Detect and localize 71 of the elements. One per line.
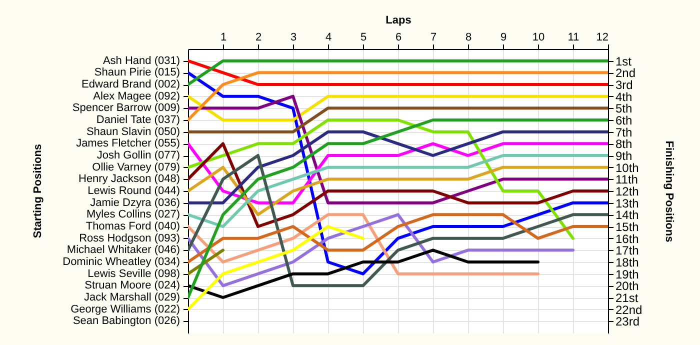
y-tick-label: 22nd [616, 302, 642, 317]
line-series [188, 213, 574, 288]
y-tick-label: 14th [616, 208, 639, 222]
x-tick-label: 7 [430, 32, 437, 44]
line-series [188, 130, 608, 204]
line-series [188, 94, 608, 204]
text: Myles Collins (027) [86, 208, 180, 221]
y-tick-label: 17th [616, 244, 639, 258]
text: Lewis Round (044) [88, 185, 180, 197]
x-tick-label: 8 [465, 32, 472, 44]
text: Ross Hodgson (093) [79, 232, 180, 244]
text: Edward Brand (002) [82, 78, 180, 90]
line-series [188, 166, 608, 216]
line-series [188, 154, 608, 288]
text: Ash Hand (031) [102, 54, 180, 67]
text: George Williams (022) [70, 303, 180, 316]
x-tick-label: 9 [500, 32, 507, 44]
text: Lewis Seville (098) [88, 268, 180, 280]
y-tick-label: 12th [616, 184, 639, 198]
text: Struan Moore (024) [84, 280, 180, 292]
text: Shaun Slavin (050) [86, 126, 180, 138]
y-tick-label: 15th [616, 220, 639, 234]
y-tick-label: 6th [616, 114, 632, 128]
y-tick-label: 2nd [616, 66, 636, 80]
y-axis-title: Finishing Positions [663, 140, 676, 242]
y-tick-label: 13th [616, 196, 639, 210]
text: Sean Babington (026) [72, 315, 180, 328]
text: Thomas Ford (040) [86, 220, 180, 232]
x-tick-label: 3 [290, 32, 297, 44]
text: Henry Jackson (048) [78, 173, 180, 186]
x-tick-label: 10 [532, 32, 545, 44]
y-tick-label: 10th [616, 160, 639, 175]
x-tick-label: 6 [395, 32, 402, 44]
text: Jack Marshall (029) [84, 292, 180, 304]
y-tick-label: 1st [616, 54, 632, 68]
line-series [188, 213, 540, 276]
text: Daniel Tate (037) [96, 114, 180, 126]
y-tick-label: 8th [616, 137, 632, 152]
x-tick-label: 11 [568, 32, 580, 44]
y-tick-label: 16th [616, 232, 639, 246]
x-tick-label: 1 [220, 32, 227, 44]
text: Ollie Varney (079) [92, 161, 180, 174]
y-tick-label: 9th [616, 149, 632, 163]
y-tick-label: 23rd [616, 314, 640, 329]
text: Starting Positions [32, 144, 44, 238]
line-series [188, 118, 608, 299]
text: Jamie Dzyra (036) [90, 196, 180, 209]
line-series [188, 118, 574, 240]
text: Dominic Wheatley (034) [62, 256, 180, 268]
text: Shaun Pirie (015) [94, 66, 180, 79]
x-tick-label: 2 [255, 32, 262, 44]
x-tick-label: 12 [596, 32, 608, 44]
text: Alex Magee (092) [93, 90, 180, 102]
y-tick-label: 7th [616, 125, 632, 140]
line-series [188, 225, 364, 311]
y-tick-label: 19th [616, 267, 639, 282]
y-tick-label: 18th [616, 256, 639, 270]
x-axis-title: Laps [386, 14, 412, 26]
x-tick-label: 4 [325, 32, 332, 44]
y-tick-label: 21st [616, 291, 639, 305]
x-tick-label: 5 [360, 32, 367, 44]
text: Josh Gollin (077) [96, 150, 180, 162]
y-tick-label: 4th [616, 90, 632, 104]
line-series [188, 213, 608, 264]
text: Michael Whitaker (046) [66, 244, 180, 256]
text: James Fletcher (055) [76, 138, 180, 150]
y-tick-label: 3rd [616, 78, 633, 92]
y-tick-label: 20th [616, 279, 639, 294]
y-tick-label: 11th [616, 172, 638, 187]
text: Spencer Barrow (009) [72, 102, 180, 114]
y-tick-label: 5th [616, 102, 632, 116]
